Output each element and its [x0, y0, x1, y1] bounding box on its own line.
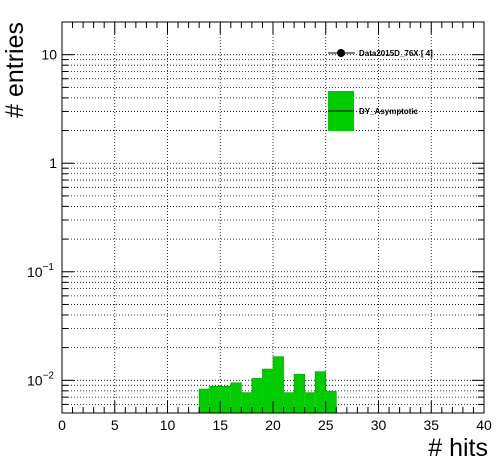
- x-tick-labels: 0 5 10 15 20 25 30 35 40: [58, 417, 492, 433]
- x-axis-title: # hits: [428, 434, 488, 462]
- histogram-bars: [198, 356, 337, 413]
- legend-entry-mc: DY_Asymptotic: [359, 107, 419, 116]
- x-tick-label: 30: [371, 417, 387, 433]
- histogram-bar: [304, 392, 316, 413]
- x-tick-label: 10: [160, 417, 176, 433]
- histogram-bar: [273, 356, 284, 413]
- x-tick-label: 0: [58, 417, 66, 433]
- axis-ticks: [61, 21, 485, 414]
- y-tick-label: 10: [41, 47, 57, 63]
- x-tick-label: 40: [476, 417, 492, 433]
- x-tick-label: 20: [265, 417, 281, 433]
- histogram-bar: [220, 386, 231, 413]
- y-axis-title: # entries: [1, 22, 29, 118]
- histogram-outline: [198, 356, 337, 413]
- legend-data-marker: [337, 49, 345, 57]
- histogram-bar: [294, 374, 305, 413]
- x-tick-label: 35: [423, 417, 439, 433]
- x-tick-label: 5: [111, 417, 119, 433]
- legend: Data2015D_76X [ 4] DY_Asymptotic: [328, 49, 433, 131]
- grid: [62, 22, 484, 413]
- histogram-bar: [230, 382, 242, 413]
- histogram-bar: [262, 369, 273, 413]
- histogram-bar: [251, 378, 263, 413]
- histogram-bar: [209, 386, 221, 413]
- y-tick-labels: 10−2 10−1 1 10: [27, 47, 57, 389]
- legend-entry-data: Data2015D_76X [ 4]: [359, 49, 433, 58]
- histogram-bar: [325, 391, 337, 413]
- x-tick-label: 25: [318, 417, 334, 433]
- y-tick-label: 10−2: [27, 370, 54, 388]
- histogram-bar: [241, 392, 252, 413]
- histogram-bar: [199, 389, 210, 413]
- histogram-bar: [283, 392, 295, 413]
- x-tick-label: 15: [212, 417, 228, 433]
- y-tick-label: 1: [49, 155, 57, 171]
- histogram-bar: [315, 371, 326, 413]
- y-tick-label: 10−1: [27, 262, 54, 280]
